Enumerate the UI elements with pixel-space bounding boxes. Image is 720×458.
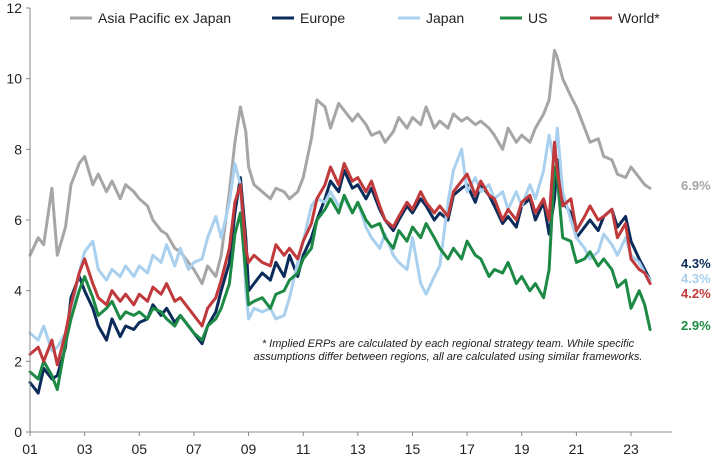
y-tick-label: 6 (14, 212, 22, 228)
y-tick-label: 8 (14, 141, 22, 157)
end-value-label: 4.3% (681, 271, 711, 286)
x-tick-label: 03 (77, 441, 93, 457)
x-tick-label: 13 (350, 441, 366, 457)
legend-label: US (528, 10, 547, 26)
y-tick-label: 10 (6, 71, 22, 87)
x-tick-label: 19 (514, 441, 530, 457)
y-tick-label: 4 (14, 283, 22, 299)
y-axis-ticks: 0 2 4 6 8 10 12 (6, 0, 30, 440)
legend-label: Japan (426, 10, 464, 26)
x-tick-label: 15 (405, 441, 421, 457)
series-lines (28, 48, 652, 395)
end-value-label: 4.2% (681, 286, 711, 301)
x-tick-label: 17 (459, 441, 475, 457)
series-line-us (28, 165, 652, 392)
chart-legend: Asia Pacific ex Japan Europe Japan US World* (70, 10, 660, 26)
x-tick-label: 23 (623, 441, 639, 457)
end-value-label: 2.9% (681, 318, 711, 333)
legend-label: World* (618, 10, 660, 26)
series-line-world (28, 140, 652, 367)
y-tick-label: 2 (14, 353, 22, 369)
legend-label: Europe (300, 10, 345, 26)
x-tick-label: 05 (131, 441, 147, 457)
x-tick-label: 11 (296, 441, 311, 457)
x-tick-label: 21 (569, 441, 585, 457)
series-line-asia-pacific-ex-japan (28, 48, 652, 286)
legend-label: Asia Pacific ex Japan (98, 10, 231, 26)
footnote: * Implied ERPs are calculated by each re… (253, 338, 643, 363)
x-tick-label: 07 (186, 441, 202, 457)
x-axis-ticks: 01 03 05 07 09 11 13 15 17 19 21 23 (22, 432, 639, 457)
end-value-label: 6.9% (681, 178, 711, 193)
y-tick-label: 12 (6, 0, 22, 16)
end-value-label: 4.3% (681, 256, 711, 271)
x-tick-label: 09 (241, 441, 257, 457)
series-end-labels: 6.9% 4.3%4.3% 2.9% 4.2% (681, 178, 711, 333)
y-tick-label: 0 (14, 424, 22, 440)
x-tick-label: 01 (22, 441, 38, 457)
